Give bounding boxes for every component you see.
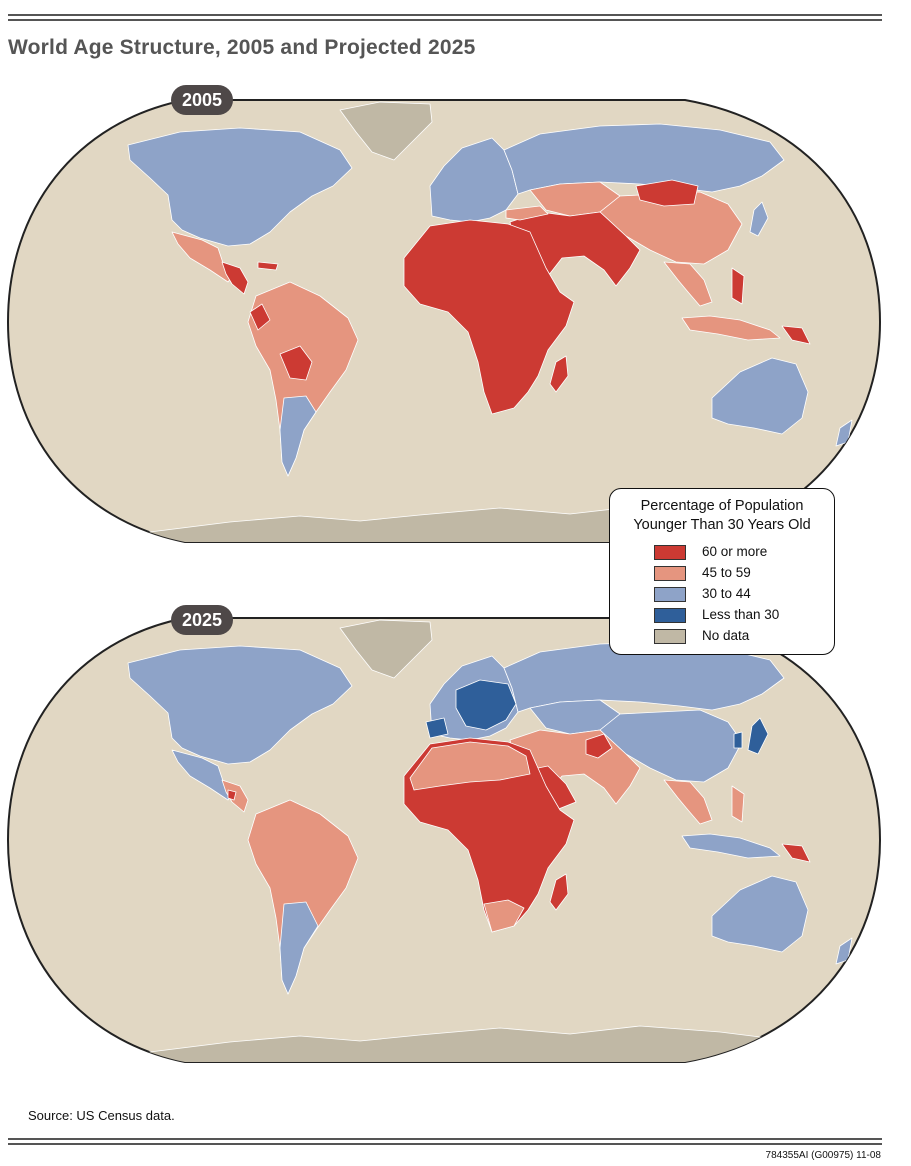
legend-label: 30 to 44 <box>702 586 751 601</box>
legend-label: 45 to 59 <box>702 565 751 580</box>
guatemala <box>227 789 237 801</box>
map-2005 <box>6 99 882 543</box>
legend-label: Less than 30 <box>702 607 780 622</box>
greenland <box>339 619 433 679</box>
north-africa <box>409 741 531 791</box>
africa <box>403 219 575 415</box>
map-2025 <box>6 617 882 1063</box>
russia <box>503 123 785 195</box>
legend-label: No data <box>702 628 750 643</box>
bottom-rule-2 <box>8 1143 882 1145</box>
southeast-asia <box>663 261 713 307</box>
mongolia <box>635 179 699 207</box>
legend-title-line-1: Percentage of Population <box>640 498 804 514</box>
southeast-asia <box>663 779 713 825</box>
papua-new-guinea <box>781 843 811 863</box>
philippines <box>731 267 745 305</box>
greenland <box>339 101 433 161</box>
korea <box>733 731 743 749</box>
central-america <box>221 261 249 295</box>
legend-title-line-2: Younger Than 30 Years Old <box>633 517 811 533</box>
legend-swatch <box>654 608 686 623</box>
southern-africa <box>483 899 525 933</box>
south-america-west <box>249 303 271 331</box>
indonesia <box>681 315 781 341</box>
indonesia <box>681 833 781 859</box>
argentina-chile <box>279 901 319 995</box>
page-title: World Age Structure, 2005 and Projected … <box>8 36 476 59</box>
north-america <box>127 127 353 247</box>
madagascar <box>549 355 569 393</box>
japan <box>747 717 769 755</box>
afghanistan <box>585 733 613 759</box>
australia <box>711 875 809 953</box>
caribbean <box>257 261 279 271</box>
argentina-chile <box>279 395 317 477</box>
china <box>599 709 743 783</box>
year-label-2025: 2025 <box>171 605 233 635</box>
antarctica <box>99 1025 880 1062</box>
legend-swatch <box>654 629 686 644</box>
year-label-2005: 2005 <box>171 85 233 115</box>
legend-swatch <box>654 566 686 581</box>
legend-swatch <box>654 587 686 602</box>
western-europe <box>455 679 517 731</box>
turkey-iran <box>505 205 549 221</box>
source-note: Source: US Census data. <box>28 1108 175 1123</box>
bolivia <box>279 345 313 381</box>
top-rule <box>8 14 882 16</box>
legend-label: 60 or more <box>702 544 768 559</box>
madagascar <box>549 873 569 911</box>
figure-code: 784355AI (G00975) 11-08 <box>765 1150 881 1161</box>
japan <box>749 201 769 237</box>
africa <box>403 737 575 933</box>
bottom-rule <box>8 1138 882 1140</box>
legend-title: Percentage of Population Younger Than 30… <box>610 497 834 535</box>
north-america <box>127 645 353 765</box>
legend-swatch <box>654 545 686 560</box>
philippines <box>731 785 745 823</box>
australia <box>711 357 809 435</box>
legend: Percentage of Population Younger Than 30… <box>609 488 835 655</box>
iberia <box>425 717 449 739</box>
top-rule-2 <box>8 19 882 21</box>
papua-new-guinea <box>781 325 811 345</box>
